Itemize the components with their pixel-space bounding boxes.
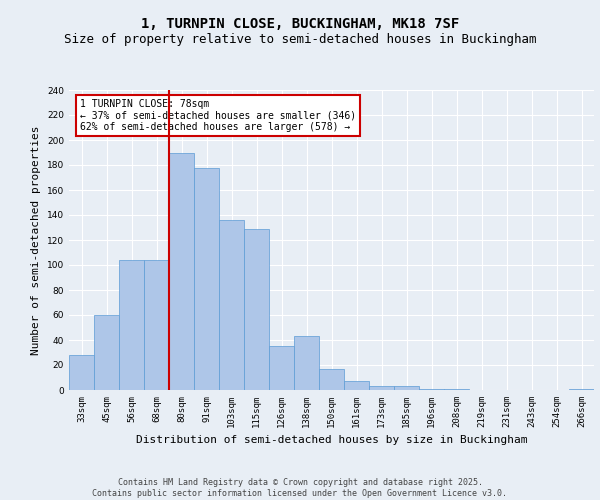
Text: Contains HM Land Registry data © Crown copyright and database right 2025.
Contai: Contains HM Land Registry data © Crown c… — [92, 478, 508, 498]
Text: 1, TURNPIN CLOSE, BUCKINGHAM, MK18 7SF: 1, TURNPIN CLOSE, BUCKINGHAM, MK18 7SF — [141, 18, 459, 32]
Bar — [369, 386, 394, 390]
Bar — [94, 315, 119, 390]
Bar — [169, 152, 194, 390]
Text: 1 TURNPIN CLOSE: 78sqm
← 37% of semi-detached houses are smaller (346)
62% of se: 1 TURNPIN CLOSE: 78sqm ← 37% of semi-det… — [79, 99, 356, 132]
Bar — [319, 369, 344, 390]
Y-axis label: Number of semi-detached properties: Number of semi-detached properties — [31, 125, 41, 355]
Bar — [244, 229, 269, 390]
Text: Size of property relative to semi-detached houses in Buckingham: Size of property relative to semi-detach… — [64, 32, 536, 46]
X-axis label: Distribution of semi-detached houses by size in Buckingham: Distribution of semi-detached houses by … — [136, 436, 527, 446]
Bar — [119, 260, 144, 390]
Bar — [444, 389, 469, 390]
Bar — [269, 346, 294, 390]
Bar — [194, 168, 219, 390]
Bar — [419, 389, 444, 390]
Bar — [569, 389, 594, 390]
Bar — [144, 260, 169, 390]
Bar — [219, 220, 244, 390]
Bar — [344, 381, 369, 390]
Bar — [69, 355, 94, 390]
Bar — [294, 336, 319, 390]
Bar — [394, 386, 419, 390]
